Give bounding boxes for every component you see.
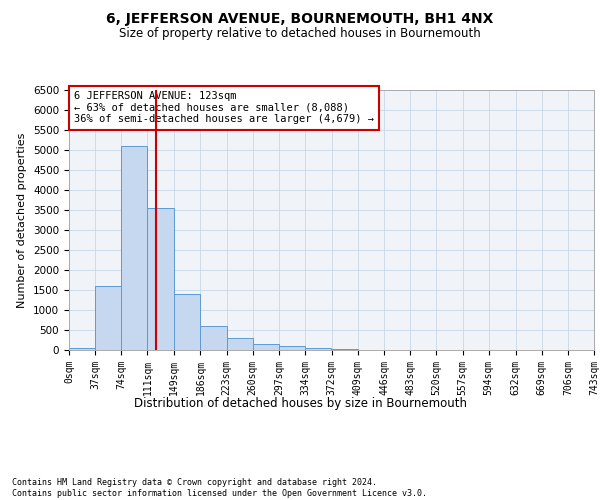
Bar bbox=[332, 349, 358, 350]
Y-axis label: Number of detached properties: Number of detached properties bbox=[17, 132, 28, 308]
Bar bbox=[148, 208, 173, 350]
Bar bbox=[121, 146, 148, 350]
Bar bbox=[305, 348, 331, 350]
Text: 6, JEFFERSON AVENUE, BOURNEMOUTH, BH1 4NX: 6, JEFFERSON AVENUE, BOURNEMOUTH, BH1 4N… bbox=[106, 12, 494, 26]
Text: 6 JEFFERSON AVENUE: 123sqm
← 63% of detached houses are smaller (8,088)
36% of s: 6 JEFFERSON AVENUE: 123sqm ← 63% of deta… bbox=[74, 92, 374, 124]
Bar bbox=[200, 326, 227, 350]
Bar bbox=[253, 344, 279, 350]
Text: Distribution of detached houses by size in Bournemouth: Distribution of detached houses by size … bbox=[133, 398, 467, 410]
Text: Size of property relative to detached houses in Bournemouth: Size of property relative to detached ho… bbox=[119, 28, 481, 40]
Text: Contains HM Land Registry data © Crown copyright and database right 2024.
Contai: Contains HM Land Registry data © Crown c… bbox=[12, 478, 427, 498]
Bar bbox=[279, 346, 305, 350]
Bar bbox=[95, 286, 121, 350]
Bar bbox=[174, 294, 200, 350]
Bar bbox=[227, 338, 253, 350]
Bar bbox=[69, 348, 95, 350]
